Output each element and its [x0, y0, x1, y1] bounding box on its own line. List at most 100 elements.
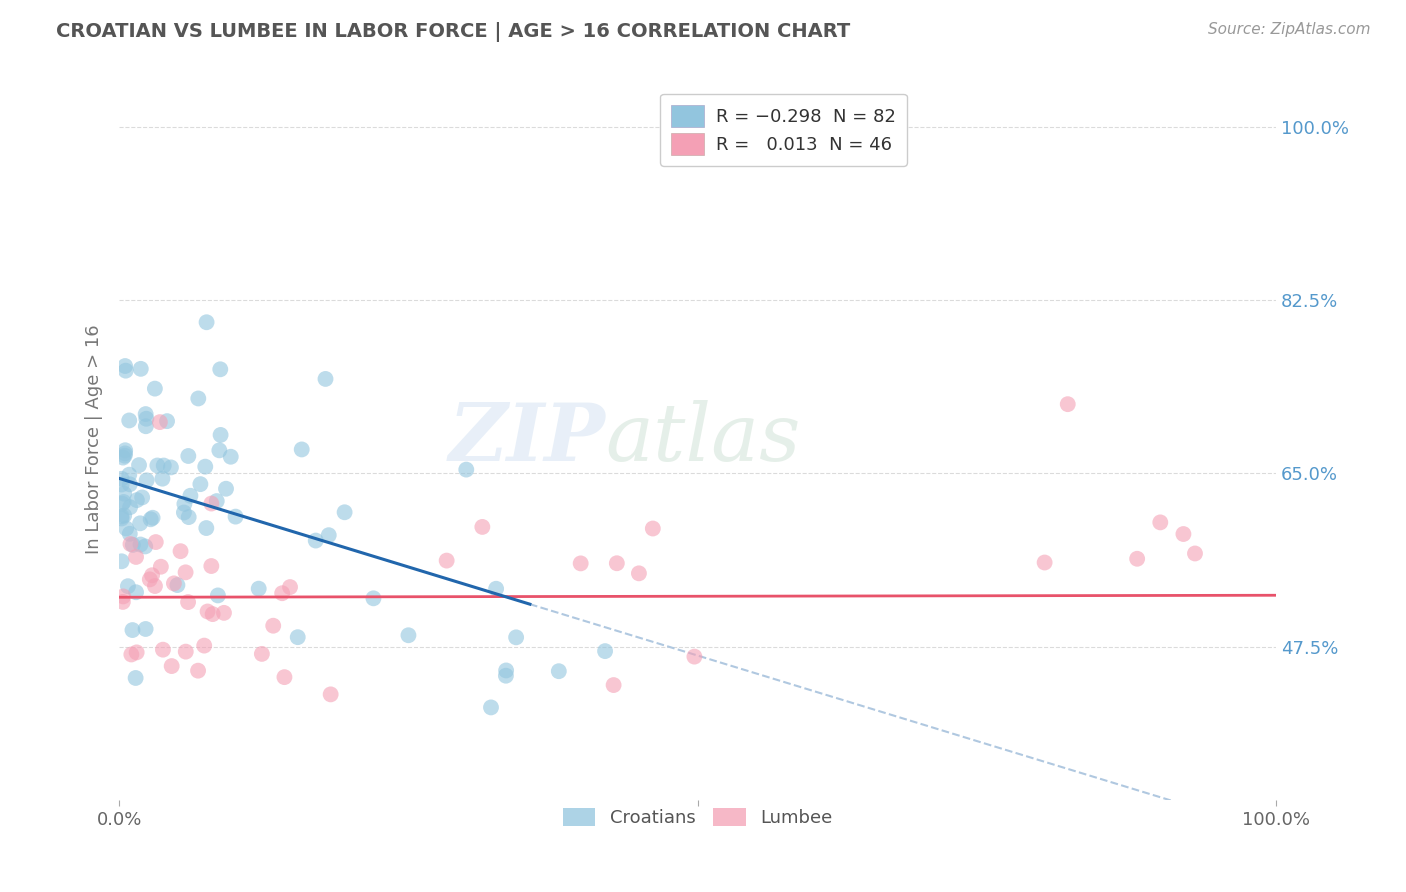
Point [363, 591, 385, 606]
Point [139, 573, 162, 587]
Point [141, 568, 163, 582]
Point [149, 415, 172, 429]
Point [177, 449, 200, 463]
Point [287, 630, 309, 644]
Point [207, 589, 229, 603]
Point [131, 491, 153, 505]
Point [120, 500, 142, 515]
Point [143, 382, 166, 396]
Point [112, 450, 135, 465]
Point [195, 521, 218, 535]
Point [114, 449, 136, 463]
Point [135, 419, 157, 434]
Point [193, 639, 215, 653]
Point [160, 659, 183, 673]
Point [247, 582, 270, 596]
Point [112, 495, 135, 509]
Point [173, 506, 195, 520]
Point [114, 364, 136, 378]
Point [179, 489, 201, 503]
Point [398, 628, 420, 642]
Point [125, 549, 148, 564]
Point [471, 520, 494, 534]
Point [194, 459, 217, 474]
Point [163, 576, 186, 591]
Point [318, 528, 340, 542]
Text: CROATIAN VS LUMBEE IN LABOR FORCE | AGE > 16 CORRELATION CHART: CROATIAN VS LUMBEE IN LABOR FORCE | AGE … [56, 22, 851, 42]
Point [305, 533, 328, 548]
Point [319, 687, 342, 701]
Point [174, 645, 197, 659]
Point [627, 566, 650, 581]
Point [479, 700, 502, 714]
Point [641, 522, 664, 536]
Point [209, 428, 232, 442]
Point [135, 407, 157, 421]
Point [156, 414, 179, 428]
Point [146, 458, 169, 473]
Point [495, 669, 517, 683]
Point [169, 544, 191, 558]
Point [121, 623, 143, 637]
Point [129, 361, 152, 376]
Text: ZIP: ZIP [449, 401, 605, 477]
Point [1173, 527, 1195, 541]
Point [200, 559, 222, 574]
Point [209, 362, 232, 376]
Point [215, 482, 238, 496]
Point [219, 450, 242, 464]
Point [250, 647, 273, 661]
Point [177, 510, 200, 524]
Point [205, 494, 228, 508]
Point [1149, 516, 1171, 530]
Point [212, 606, 235, 620]
Point [125, 493, 148, 508]
Point [110, 472, 132, 486]
Point [112, 508, 135, 523]
Point [145, 535, 167, 549]
Point [117, 579, 139, 593]
Point [200, 497, 222, 511]
Text: Source: ZipAtlas.com: Source: ZipAtlas.com [1208, 22, 1371, 37]
Point [291, 442, 314, 457]
Point [152, 472, 174, 486]
Point [114, 443, 136, 458]
Point [173, 497, 195, 511]
Point [118, 467, 141, 482]
Point [143, 579, 166, 593]
Point [118, 413, 141, 427]
Point [593, 644, 616, 658]
Point [602, 678, 624, 692]
Point [120, 648, 142, 662]
Point [569, 557, 592, 571]
Point [315, 372, 337, 386]
Point [195, 315, 218, 329]
Point [152, 458, 174, 473]
Point [142, 510, 165, 524]
Point [110, 554, 132, 568]
Point [118, 477, 141, 491]
Point [485, 582, 508, 596]
Point [262, 618, 284, 632]
Point [110, 477, 132, 491]
Point [187, 392, 209, 406]
Point [152, 642, 174, 657]
Point [273, 670, 295, 684]
Point [278, 580, 301, 594]
Point [201, 607, 224, 621]
Y-axis label: In Labor Force | Age > 16: In Labor Force | Age > 16 [86, 324, 103, 554]
Text: atlas: atlas [605, 401, 800, 477]
Point [606, 556, 628, 570]
Point [135, 622, 157, 636]
Point [114, 446, 136, 460]
Point [111, 497, 134, 511]
Point [128, 458, 150, 472]
Point [129, 537, 152, 551]
Point [436, 553, 458, 567]
Point [135, 474, 157, 488]
Point [121, 538, 143, 552]
Point [177, 595, 200, 609]
Point [190, 477, 212, 491]
Point [208, 443, 231, 458]
Point [333, 505, 356, 519]
